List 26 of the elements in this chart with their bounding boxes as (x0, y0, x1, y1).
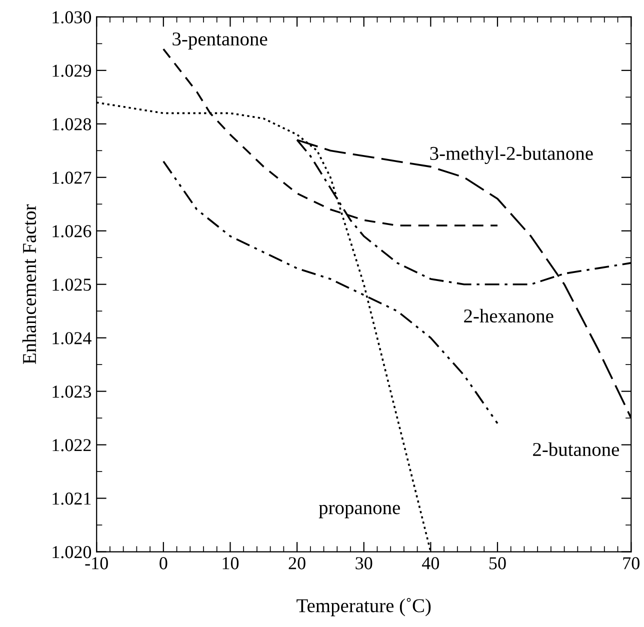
x-tick-label: 40 (422, 557, 440, 570)
x-tick-label: 30 (356, 557, 372, 570)
x-tick-label: 0 (160, 557, 168, 570)
annotation: propanone (318, 504, 400, 518)
y-tick-label: 1.020 (52, 546, 92, 558)
annotation: 3-methyl-2-butanone (430, 146, 593, 164)
y-tick-label: 1.023 (52, 386, 92, 398)
y-axis-title: Enhancement Factor (22, 204, 36, 364)
annotation: 3-pentanone (172, 32, 268, 50)
y-tick-label: 1.027 (52, 172, 92, 184)
y-tick-label: 1.030 (52, 11, 92, 24)
x-tick-label: 10 (222, 557, 239, 570)
y-tick-label: 1.025 (52, 278, 92, 291)
annotation: 2-hexanone (464, 308, 554, 323)
y-tick-label: 1.026 (52, 225, 92, 238)
y-tick-label: 1.022 (52, 439, 91, 452)
x-tick-label: 50 (490, 557, 506, 570)
y-tick-label: 1.021 (52, 492, 91, 505)
x-tick-label: 20 (288, 557, 306, 570)
x-axis-title: Temperature (˚C) (296, 598, 431, 616)
x-tick-label: -10 (85, 557, 108, 570)
annotation: 2-butanone (533, 442, 620, 456)
y-tick-label: 1.028 (52, 118, 92, 130)
y-tick-label: 1.024 (52, 332, 92, 344)
x-tick-label: 70 (623, 557, 640, 570)
y-tick-label: 1.029 (52, 64, 91, 77)
